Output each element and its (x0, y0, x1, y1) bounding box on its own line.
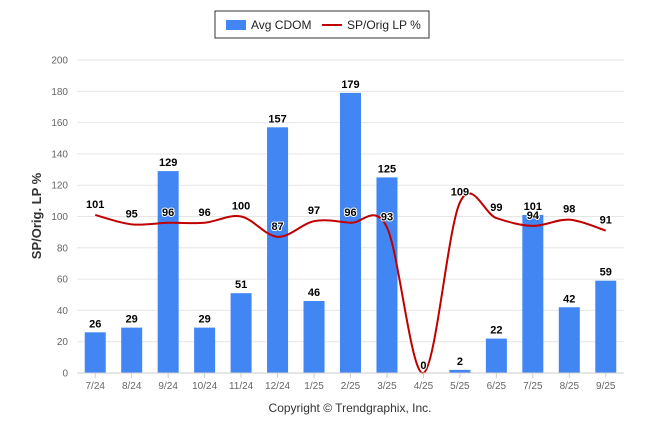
bar-avg-cdom (303, 301, 325, 373)
bar-avg-cdom (84, 332, 106, 373)
bar-data-label: 157 (268, 113, 286, 125)
legend-label-avg-cdom: Avg CDOM (251, 18, 311, 32)
bar-data-label: 59 (600, 267, 612, 279)
x-tick-label: 8/24 (122, 381, 142, 392)
bar-data-label: 51 (235, 279, 247, 291)
bar-avg-cdom (267, 127, 289, 373)
line-data-label: 95 (126, 208, 138, 220)
legend-bar-swatch (226, 20, 246, 30)
line-data-label: 0 (420, 360, 426, 372)
bar-data-label: 179 (341, 79, 359, 91)
y-tick-label: 140 (51, 149, 68, 160)
line-data-label: 87 (271, 221, 283, 233)
bar-data-label: 29 (199, 314, 211, 326)
y-tick-label: 20 (57, 337, 69, 348)
x-tick-label: 6/25 (487, 381, 507, 392)
x-tick-label: 10/24 (192, 381, 217, 392)
x-tick-label: 12/24 (265, 381, 290, 392)
copyright-credit: Copyright © Trendgraphix, Inc. (269, 401, 432, 415)
bar-data-label: 46 (308, 287, 320, 299)
x-tick-label: 9/25 (596, 381, 616, 392)
bar-data-label: 22 (490, 325, 502, 337)
x-tick-label: 9/24 (158, 381, 178, 392)
line-data-label: 96 (344, 207, 356, 219)
bar-data-label: 101 (524, 201, 542, 213)
line-data-label: 99 (490, 202, 502, 214)
line-data-label: 94 (527, 210, 540, 222)
bar-avg-cdom (194, 327, 216, 373)
y-tick-label: 100 (51, 212, 68, 223)
line-data-label: 109 (451, 186, 469, 198)
legend-label-sp-orig-lp: SP/Orig LP % (347, 18, 421, 32)
bar-data-label: 42 (563, 293, 575, 305)
bar-avg-cdom (230, 293, 252, 373)
bar-avg-cdom (449, 369, 471, 373)
y-tick-label: 160 (51, 118, 68, 129)
bar-avg-cdom (558, 307, 580, 373)
y-tick-label: 200 (51, 56, 68, 67)
bar-layer (84, 92, 617, 374)
x-tick-label: 4/25 (414, 381, 434, 392)
y-tick-label: 180 (51, 87, 68, 98)
x-tick-label: 8/25 (560, 381, 580, 392)
x-tick-label: 2/25 (341, 381, 361, 392)
y-tick-label: 80 (57, 243, 69, 254)
x-tick-label: 7/24 (85, 381, 105, 392)
bar-avg-cdom (522, 214, 544, 373)
line-data-label: 96 (199, 207, 211, 219)
bar-data-label: 29 (126, 314, 138, 326)
legend: Avg CDOM SP/Orig LP % (214, 10, 430, 39)
x-tick-label: 11/24 (229, 381, 254, 392)
line-layer (94, 192, 607, 375)
line-data-label: 97 (308, 205, 320, 217)
line-sp-orig-lp (94, 192, 607, 375)
bar-data-label: 129 (159, 157, 177, 169)
y-tick-label: 0 (62, 369, 68, 380)
bar-avg-cdom (340, 92, 361, 374)
bar-avg-cdom (376, 177, 398, 373)
bar-data-label: 125 (378, 163, 396, 175)
line-data-label: 91 (600, 215, 612, 227)
bar-avg-cdom (485, 338, 507, 373)
bar-avg-cdom (157, 171, 179, 373)
y-tick-label: 60 (57, 275, 69, 286)
bar-data-label: 26 (89, 318, 101, 330)
line-data-label: 100 (232, 201, 250, 213)
bar-data-label: 2 (457, 356, 463, 368)
line-data-label: 98 (563, 204, 575, 216)
y-tick-label: 40 (57, 306, 69, 317)
x-tick-label: 7/25 (523, 381, 543, 392)
bar-avg-cdom (595, 280, 617, 373)
line-data-label: 96 (162, 207, 174, 219)
line-data-label: 93 (381, 211, 393, 223)
bar-avg-cdom (121, 327, 143, 373)
y-axis-title: SP/Orig. LP % (29, 172, 44, 259)
x-tick-label: 5/25 (450, 381, 470, 392)
x-tick-label: 3/25 (377, 381, 397, 392)
y-tick-label: 120 (51, 181, 68, 192)
bar-data-label: 0 (420, 359, 426, 371)
line-data-label: 101 (86, 199, 104, 211)
x-tick-label: 1/25 (304, 381, 324, 392)
